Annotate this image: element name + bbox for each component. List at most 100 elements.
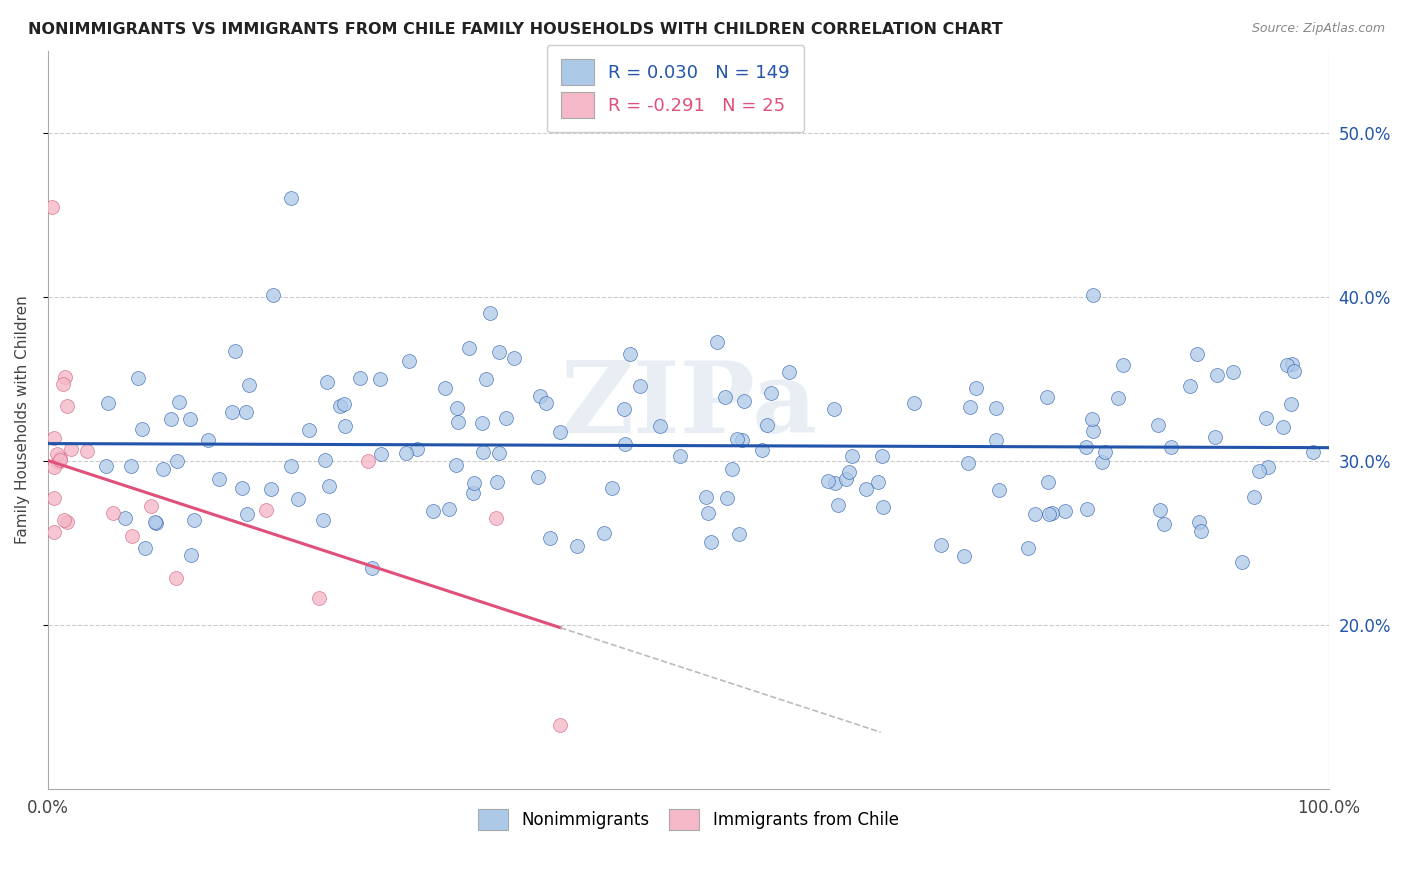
Point xyxy=(1232,555,1254,569)
Point xyxy=(1257,459,1279,474)
Point xyxy=(485,511,508,525)
Point xyxy=(488,446,510,460)
Point xyxy=(669,450,692,464)
Point xyxy=(695,490,717,504)
Point xyxy=(602,481,624,495)
Point xyxy=(446,401,468,416)
Point xyxy=(835,472,858,486)
Point xyxy=(406,442,429,457)
Point xyxy=(1038,507,1060,521)
Point xyxy=(333,418,356,433)
Text: Source: ZipAtlas.com: Source: ZipAtlas.com xyxy=(1251,22,1385,36)
Point xyxy=(959,400,981,414)
Point xyxy=(183,513,205,527)
Point xyxy=(1302,445,1324,459)
Point xyxy=(458,341,481,355)
Point xyxy=(208,472,231,486)
Point xyxy=(1281,357,1303,371)
Point xyxy=(1083,287,1105,301)
Point xyxy=(479,306,502,320)
Point xyxy=(262,288,284,302)
Point xyxy=(127,371,149,385)
Point xyxy=(778,365,800,379)
Point xyxy=(422,504,444,518)
Point xyxy=(1189,524,1212,538)
Point xyxy=(1146,417,1168,432)
Point xyxy=(44,491,66,505)
Point xyxy=(720,461,742,475)
Point xyxy=(1091,454,1114,468)
Point xyxy=(1275,358,1298,372)
Point xyxy=(444,458,467,473)
Point xyxy=(235,405,257,419)
Point xyxy=(101,506,124,520)
Point xyxy=(1178,378,1201,392)
Point xyxy=(76,444,98,458)
Point xyxy=(706,335,728,350)
Point xyxy=(398,353,420,368)
Point xyxy=(1081,424,1104,438)
Point xyxy=(1107,391,1129,405)
Point xyxy=(287,491,309,506)
Point xyxy=(1053,503,1076,517)
Point xyxy=(988,483,1011,498)
Point xyxy=(433,381,456,395)
Point xyxy=(855,482,877,496)
Point xyxy=(55,399,77,413)
Point xyxy=(1094,445,1116,459)
Point xyxy=(495,410,517,425)
Point xyxy=(1081,412,1104,426)
Point xyxy=(318,479,340,493)
Point xyxy=(1279,397,1302,411)
Point xyxy=(1185,347,1208,361)
Point xyxy=(1206,368,1229,383)
Point xyxy=(538,531,561,545)
Point xyxy=(1017,541,1039,555)
Point xyxy=(357,454,380,468)
Point xyxy=(197,434,219,448)
Point xyxy=(1149,503,1171,517)
Point xyxy=(1188,515,1211,529)
Point xyxy=(619,347,641,361)
Point xyxy=(761,385,783,400)
Point xyxy=(725,432,748,446)
Point xyxy=(314,453,336,467)
Point xyxy=(44,460,66,475)
Point xyxy=(315,376,337,390)
Point xyxy=(159,412,181,426)
Point xyxy=(957,456,980,470)
Point xyxy=(463,475,485,490)
Point xyxy=(727,527,749,541)
Point xyxy=(152,461,174,475)
Point xyxy=(565,540,588,554)
Point xyxy=(1040,506,1063,520)
Point xyxy=(143,515,166,529)
Point xyxy=(298,424,321,438)
Point xyxy=(1247,464,1270,478)
Point xyxy=(260,482,283,496)
Point xyxy=(439,501,461,516)
Point xyxy=(485,475,508,489)
Point xyxy=(527,469,550,483)
Point xyxy=(872,500,894,514)
Point xyxy=(368,372,391,386)
Point xyxy=(1254,410,1277,425)
Text: ZIPa: ZIPa xyxy=(560,357,817,454)
Point xyxy=(131,422,153,436)
Point xyxy=(1271,419,1294,434)
Point xyxy=(180,548,202,562)
Point xyxy=(841,450,863,464)
Legend: Nonimmigrants, Immigrants from Chile: Nonimmigrants, Immigrants from Chile xyxy=(471,803,905,837)
Point xyxy=(1074,441,1097,455)
Point xyxy=(280,191,302,205)
Point xyxy=(699,534,721,549)
Point xyxy=(55,515,77,529)
Point xyxy=(224,344,246,359)
Point xyxy=(254,503,277,517)
Point xyxy=(114,511,136,525)
Point xyxy=(349,370,371,384)
Point xyxy=(903,396,925,410)
Point xyxy=(488,345,510,359)
Point xyxy=(395,446,418,460)
Point xyxy=(471,444,494,458)
